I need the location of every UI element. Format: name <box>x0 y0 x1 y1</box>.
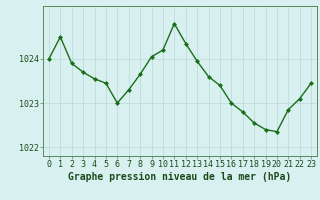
X-axis label: Graphe pression niveau de la mer (hPa): Graphe pression niveau de la mer (hPa) <box>68 172 292 182</box>
